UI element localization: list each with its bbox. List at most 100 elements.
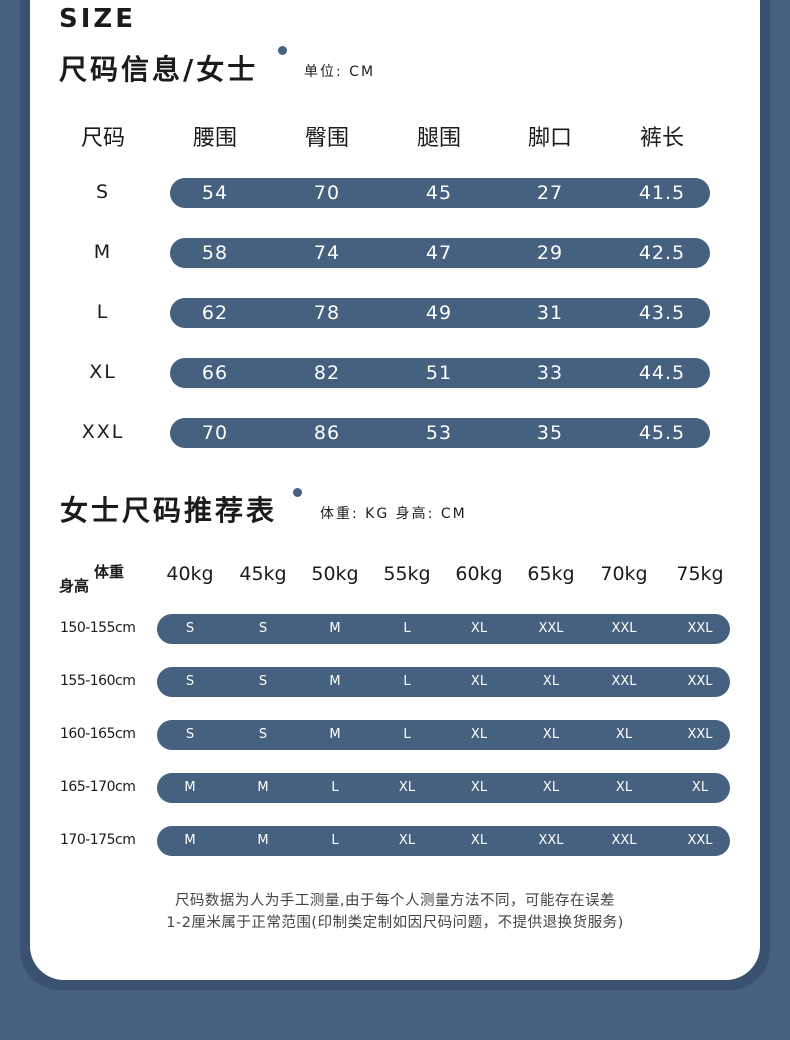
size-table-cell: 86 bbox=[313, 422, 341, 444]
weight-header: 65kg bbox=[527, 563, 575, 585]
recommend-cell: M bbox=[257, 780, 269, 795]
section2-unit: 体重: KG 身高: CM bbox=[320, 506, 467, 522]
size-heading: SIZE bbox=[59, 4, 137, 34]
size-table-header: 臀围 bbox=[304, 126, 349, 151]
weight-header: 40kg bbox=[166, 563, 214, 585]
section1-unit: 单位: CM bbox=[304, 64, 376, 80]
recommend-cell: XL bbox=[615, 727, 633, 742]
recommend-cell: M bbox=[184, 780, 196, 795]
size-table-header: 尺码 bbox=[80, 126, 125, 151]
size-table-cell: 62 bbox=[201, 302, 229, 324]
size-table-cell: 29 bbox=[536, 242, 564, 264]
recommend-cell: L bbox=[331, 780, 339, 795]
recommend-cell: XXL bbox=[611, 833, 637, 848]
size-table-cell: 58 bbox=[201, 242, 229, 264]
recommend-cell: XL bbox=[398, 833, 416, 848]
recommend-row: S S M L XL XL XL XXL bbox=[157, 720, 730, 750]
size-table-cell: 78 bbox=[313, 302, 341, 324]
section2-title: 女士尺码推荐表 bbox=[60, 494, 278, 527]
size-table-cell: 31 bbox=[536, 302, 564, 324]
recommend-cell: S bbox=[258, 674, 268, 689]
recommend-cell: XL bbox=[470, 780, 488, 795]
recommend-cell: L bbox=[403, 674, 411, 689]
recommend-row: M M L XL XL XL XL XL bbox=[157, 773, 730, 803]
size-table-row-label: XL bbox=[89, 361, 117, 383]
recommend-cell: M bbox=[257, 833, 269, 848]
recommend-cell: XXL bbox=[538, 833, 564, 848]
size-table-cell: 42.5 bbox=[638, 242, 686, 264]
size-table-cell: 70 bbox=[201, 422, 229, 444]
recommend-cell: L bbox=[403, 727, 411, 742]
size-table-cell: 74 bbox=[313, 242, 341, 264]
recommend-cell: XL bbox=[542, 780, 560, 795]
section1-title: 尺码信息/女士 bbox=[59, 53, 259, 86]
size-table-cell: 51 bbox=[425, 362, 453, 384]
weight-header: 45kg bbox=[239, 563, 287, 585]
recommend-cell: XL bbox=[615, 780, 633, 795]
recommend-cell: XL bbox=[542, 727, 560, 742]
recommend-row: S S M L XL XL XXL XXL bbox=[157, 667, 730, 697]
size-table-row: 58 74 47 29 42.5 bbox=[170, 238, 710, 268]
title-dot-icon bbox=[278, 46, 287, 55]
height-row-label: 170-175cm bbox=[60, 832, 136, 848]
size-table-header: 脚口 bbox=[527, 126, 572, 151]
size-table-cell: 41.5 bbox=[638, 182, 686, 204]
weight-header: 70kg bbox=[600, 563, 648, 585]
recommend-cell: M bbox=[329, 621, 341, 636]
recommend-cell: M bbox=[329, 674, 341, 689]
size-table-header: 腰围 bbox=[192, 126, 237, 151]
size-table-row-label: M bbox=[93, 241, 113, 263]
size-table-cell: 43.5 bbox=[638, 302, 686, 324]
recommend-cell: XL bbox=[691, 780, 709, 795]
size-table-row-label: L bbox=[96, 301, 110, 323]
corner-height-label: 身高 bbox=[59, 577, 90, 595]
size-table-cell: 70 bbox=[313, 182, 341, 204]
recommend-cell: XXL bbox=[687, 674, 713, 689]
size-table-cell: 54 bbox=[201, 182, 229, 204]
size-table-cell: 47 bbox=[425, 242, 453, 264]
recommend-row: M M L XL XL XXL XXL XXL bbox=[157, 826, 730, 856]
size-table-cell: 66 bbox=[201, 362, 229, 384]
size-table-cell: 33 bbox=[536, 362, 564, 384]
size-table-cell: 27 bbox=[536, 182, 564, 204]
recommend-cell: XXL bbox=[538, 621, 564, 636]
content-card bbox=[30, 0, 760, 980]
recommend-cell: XL bbox=[542, 674, 560, 689]
weight-header: 50kg bbox=[311, 563, 359, 585]
recommend-cell: S bbox=[185, 621, 195, 636]
size-table-cell: 44.5 bbox=[638, 362, 686, 384]
note-line-1: 尺码数据为人为手工测量,由于每个人测量方法不同，可能存在误差 bbox=[174, 893, 616, 909]
recommend-row: S S M L XL XXL XXL XXL bbox=[157, 614, 730, 644]
size-table-cell: 49 bbox=[425, 302, 453, 324]
size-table-row-label: S bbox=[95, 181, 111, 203]
size-table-cell: 45 bbox=[425, 182, 453, 204]
recommend-cell: XXL bbox=[611, 621, 637, 636]
recommend-cell: S bbox=[185, 727, 195, 742]
recommend-cell: XXL bbox=[611, 674, 637, 689]
height-row-label: 165-170cm bbox=[60, 779, 136, 795]
recommend-cell: S bbox=[258, 621, 268, 636]
size-table-cell: 35 bbox=[536, 422, 564, 444]
recommend-cell: XL bbox=[470, 727, 488, 742]
recommend-cell: XL bbox=[470, 674, 488, 689]
corner-weight-label: 体重 bbox=[94, 563, 125, 581]
recommend-cell: M bbox=[329, 727, 341, 742]
recommend-cell: XL bbox=[470, 833, 488, 848]
recommend-cell: XL bbox=[470, 621, 488, 636]
size-table-header: 裤长 bbox=[639, 126, 684, 151]
title-dot-icon bbox=[293, 488, 302, 497]
height-row-label: 150-155cm bbox=[60, 620, 136, 636]
recommend-cell: S bbox=[185, 674, 195, 689]
recommend-cell: XL bbox=[398, 780, 416, 795]
size-table-row: 54 70 45 27 41.5 bbox=[170, 178, 710, 208]
height-row-label: 160-165cm bbox=[60, 726, 136, 742]
size-table-row-label: XXL bbox=[81, 421, 125, 443]
recommend-cell: L bbox=[403, 621, 411, 636]
weight-header: 60kg bbox=[455, 563, 503, 585]
size-table-header: 腿围 bbox=[416, 126, 461, 151]
note-line-2: 1-2厘米属于正常范围(印制类定制如因尺码问题，不提供退换货服务) bbox=[166, 915, 624, 931]
size-table-row: 66 82 51 33 44.5 bbox=[170, 358, 710, 388]
size-table-cell: 45.5 bbox=[638, 422, 686, 444]
size-table-row: 70 86 53 35 45.5 bbox=[170, 418, 710, 448]
recommend-cell: L bbox=[331, 833, 339, 848]
